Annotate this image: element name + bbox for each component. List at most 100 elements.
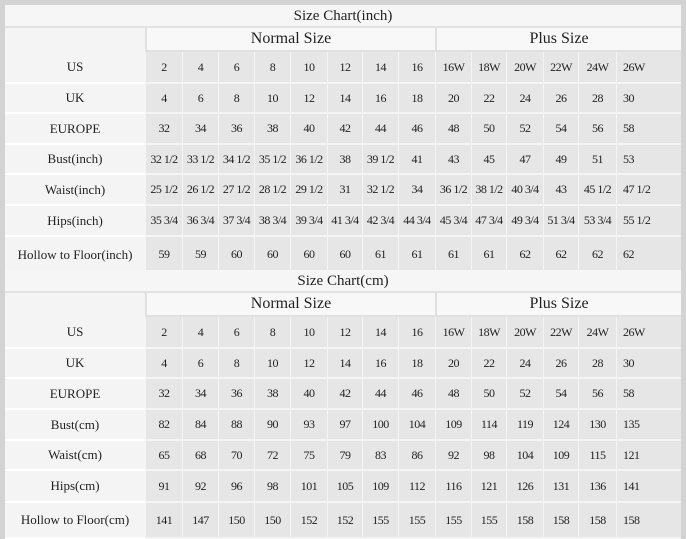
table-cell: 47 3/4 [471,206,506,237]
table-cell: 136 [578,471,616,503]
table-cell: 39 3/4 [290,206,327,237]
table-cell: 48 [435,114,471,145]
table-cell: 61 [471,237,506,274]
table-cell: 6 [182,349,218,379]
table-cell: 36 [218,114,254,145]
table-cell: 53 [616,145,681,175]
table-cell: 155 [398,503,435,539]
table-cell: 56 [578,379,616,410]
table-cell: 31 [327,175,362,206]
table-cell: 45 3/4 [435,206,471,237]
table-cell: 101 [290,471,327,503]
table-cell: 97 [327,410,362,441]
table-cell: 33 1/2 [182,145,218,175]
table-cell: 29 1/2 [290,175,327,206]
table-cell: 34 [182,114,218,145]
table-cell: 12 [327,52,362,84]
table-cell: 8 [254,317,290,349]
table-cell: 62 [578,237,616,274]
table-cell: 14 [327,84,362,114]
table-cell: 49 [543,145,578,175]
table-cell: 32 [145,379,182,410]
table-cell: 40 3/4 [506,175,543,206]
table-cell: 46 [398,114,435,145]
table-cell: 24 [506,349,543,379]
table-cell: 70 [218,441,254,471]
table-cell: 65 [145,441,182,471]
table-cell: 22W [543,52,578,84]
table-cell: 22 [471,349,506,379]
table-cell: 51 [578,145,616,175]
table-cell: 24W [578,52,616,84]
table-cell: 62 [543,237,578,274]
table-cell: 96 [218,471,254,503]
row-label: EUROPE [5,114,145,145]
size-chart-inch: Size Chart(inch) Normal Size Plus Size US 2 4… [5,5,681,274]
table-cell: 16W [435,317,471,349]
table-cell: 20W [506,52,543,84]
table-cell: 20W [506,317,543,349]
table-cell: 30 [616,84,681,114]
table-cell: 150 [218,503,254,539]
group-header-normal: Normal Size [145,293,435,317]
table-cell: 32 [145,114,182,145]
table-cell: 58 [616,114,681,145]
table-cell: 34 [398,175,435,206]
table-cell: 12 [327,317,362,349]
table-cell: 24 [506,84,543,114]
table-cell: 48 [435,379,471,410]
table-cell: 40 [290,379,327,410]
table-cell: 16W [435,52,471,84]
table-cell: 44 3/4 [398,206,435,237]
table-cell: 56 [578,114,616,145]
table-cell: 152 [290,503,327,539]
table-cell: 36 1/2 [435,175,471,206]
row-label: Hips(cm) [5,471,145,503]
table-cell: 62 [616,237,681,274]
table-cell: 50 [471,114,506,145]
table-cell: 4 [145,349,182,379]
table-cell: 98 [471,441,506,471]
table-cell: 105 [327,471,362,503]
chart-title: Size Chart(inch) [5,5,681,28]
table-cell: 141 [145,503,182,539]
table-cell: 36 3/4 [182,206,218,237]
table-cell: 59 [182,237,218,274]
table-cell: 150 [254,503,290,539]
table-cell: 38 3/4 [254,206,290,237]
table-cell: 51 3/4 [543,206,578,237]
table-cell: 45 [471,145,506,175]
table-cell: 2 [145,52,182,84]
table-cell: 42 [327,379,362,410]
table-cell: 14 [327,349,362,379]
row-label: Waist(cm) [5,441,145,471]
table-cell: 10 [290,317,327,349]
table-cell: 84 [182,410,218,441]
table-cell: 18 [398,349,435,379]
table-cell: 61 [435,237,471,274]
table-cell: 158 [616,503,681,539]
table-cell: 28 [578,349,616,379]
table-cell: 158 [578,503,616,539]
row-label: UK [5,349,145,379]
table-cell: 4 [182,52,218,84]
table-cell: 79 [327,441,362,471]
header-corner [5,28,145,52]
table-cell: 88 [218,410,254,441]
table-cell: 152 [327,503,362,539]
table-cell: 109 [362,471,398,503]
table-cell: 10 [290,52,327,84]
table-cell: 124 [543,410,578,441]
table-cell: 90 [254,410,290,441]
table-cell: 60 [218,237,254,274]
table-cell: 45 1/2 [578,175,616,206]
table-cell: 44 [362,114,398,145]
table-cell: 12 [290,349,327,379]
table-cell: 26W [616,52,681,84]
table-cell: 38 1/2 [471,175,506,206]
table-cell: 52 [506,114,543,145]
row-label: Hips(inch) [5,206,145,237]
table-cell: 2 [145,317,182,349]
table-cell: 8 [254,52,290,84]
table-cell: 12 [290,84,327,114]
